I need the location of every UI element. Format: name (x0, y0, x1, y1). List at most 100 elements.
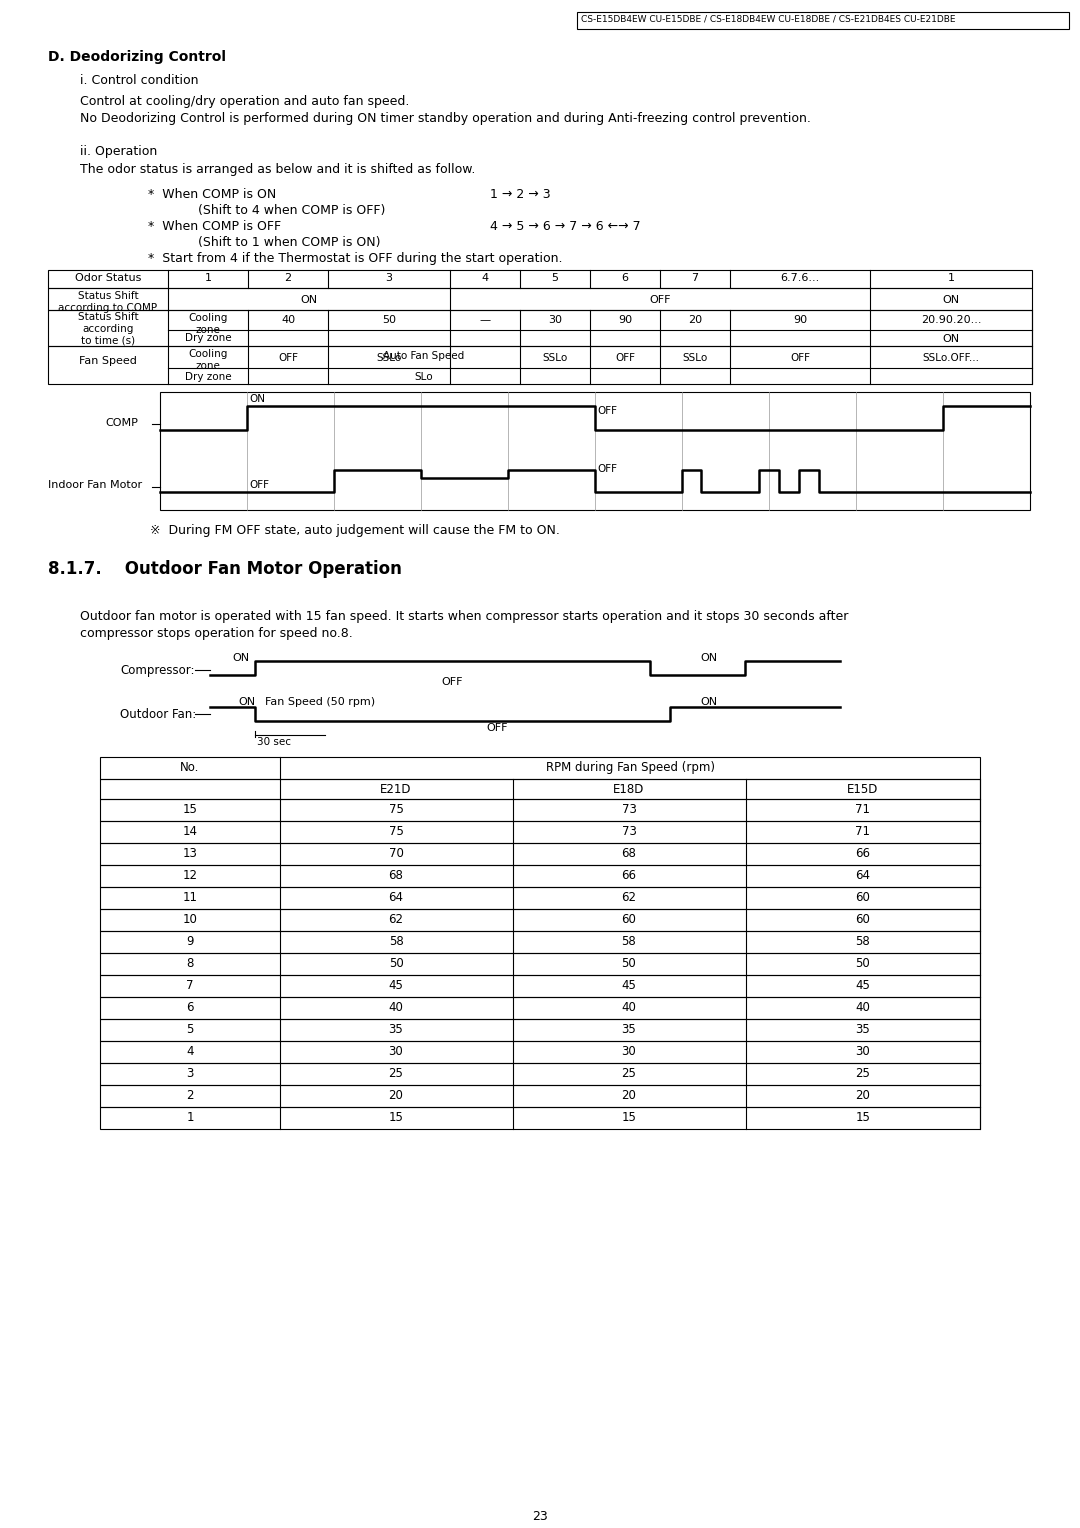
Text: OFF: OFF (615, 353, 635, 364)
Text: 30: 30 (622, 1045, 636, 1057)
Bar (100, 953, 980, 975)
Text: 75: 75 (389, 825, 404, 837)
Bar (100, 756, 980, 779)
Text: ON: ON (700, 697, 717, 707)
Bar (100, 1063, 980, 1085)
Bar (160, 393, 1030, 510)
Text: 60: 60 (622, 914, 636, 926)
Text: Compressor:: Compressor: (120, 665, 194, 677)
Text: 15: 15 (855, 1111, 870, 1125)
Text: compressor stops operation for speed no.8.: compressor stops operation for speed no.… (80, 626, 353, 640)
Text: 7: 7 (691, 274, 699, 283)
Text: 40: 40 (389, 1001, 404, 1015)
Text: 64: 64 (389, 891, 404, 905)
Text: 6: 6 (186, 1001, 193, 1015)
Text: 3: 3 (386, 274, 392, 283)
Text: 50: 50 (382, 315, 396, 325)
Text: 25: 25 (855, 1067, 870, 1080)
Text: E18D: E18D (613, 782, 645, 796)
Text: *  Start from 4 if the Thermostat is OFF during the start operation.: * Start from 4 if the Thermostat is OFF … (148, 252, 563, 264)
Text: No.: No. (180, 761, 200, 775)
Text: SSLo.OFF...: SSLo.OFF... (922, 353, 980, 364)
Text: SSLo: SSLo (683, 353, 707, 364)
Text: 12: 12 (183, 869, 198, 882)
Text: 7: 7 (186, 979, 193, 992)
Text: ON: ON (232, 652, 249, 663)
Text: 58: 58 (389, 935, 403, 947)
Text: 35: 35 (622, 1024, 636, 1036)
Text: 40: 40 (855, 1001, 870, 1015)
Text: 50: 50 (389, 957, 403, 970)
Text: 10: 10 (183, 914, 198, 926)
Bar (100, 909, 980, 931)
Text: Auto Fan Speed: Auto Fan Speed (383, 351, 464, 361)
Text: ※  During FM OFF state, auto judgement will cause the FM to ON.: ※ During FM OFF state, auto judgement wi… (150, 524, 559, 536)
Text: (Shift to 1 when COMP is ON): (Shift to 1 when COMP is ON) (198, 235, 380, 249)
Bar (48, 345, 1032, 384)
Text: 20: 20 (855, 1089, 870, 1102)
Text: 71: 71 (855, 825, 870, 837)
Text: i. Control condition: i. Control condition (80, 73, 199, 87)
Text: Fan Speed: Fan Speed (79, 356, 137, 367)
Text: 60: 60 (855, 891, 870, 905)
Text: 71: 71 (855, 804, 870, 816)
Text: Dry zone: Dry zone (185, 371, 231, 382)
Text: 66: 66 (855, 847, 870, 860)
Text: 40: 40 (622, 1001, 636, 1015)
Text: 1: 1 (186, 1111, 193, 1125)
Text: 11: 11 (183, 891, 198, 905)
Text: 6.7.6...: 6.7.6... (781, 274, 820, 283)
Text: Control at cooling/dry operation and auto fan speed.: Control at cooling/dry operation and aut… (80, 95, 409, 108)
Text: D. Deodorizing Control: D. Deodorizing Control (48, 50, 226, 64)
Text: 5: 5 (552, 274, 558, 283)
Text: 4: 4 (186, 1045, 193, 1057)
Bar (100, 1085, 980, 1106)
Text: 58: 58 (622, 935, 636, 947)
Text: The odor status is arranged as below and it is shifted as follow.: The odor status is arranged as below and… (80, 163, 475, 176)
Bar (100, 931, 980, 953)
Bar (100, 975, 980, 996)
Text: 35: 35 (389, 1024, 403, 1036)
Bar (100, 865, 980, 886)
Text: OFF: OFF (597, 465, 617, 474)
Text: OFF: OFF (597, 406, 617, 416)
Text: 8.1.7.    Outdoor Fan Motor Operation: 8.1.7. Outdoor Fan Motor Operation (48, 559, 402, 578)
Text: CS-E15DB4EW CU-E15DBE / CS-E18DB4EW CU-E18DBE / CS-E21DB4ES CU-E21DBE: CS-E15DB4EW CU-E15DBE / CS-E18DB4EW CU-E… (581, 14, 956, 23)
Text: 75: 75 (389, 804, 404, 816)
Text: 23: 23 (532, 1510, 548, 1523)
Text: 90: 90 (618, 315, 632, 325)
Text: 30: 30 (389, 1045, 403, 1057)
Bar (100, 821, 980, 843)
Text: 66: 66 (621, 869, 636, 882)
Text: 70: 70 (389, 847, 404, 860)
Text: Cooling
zone: Cooling zone (188, 348, 228, 371)
Text: *  When COMP is ON: * When COMP is ON (148, 188, 276, 202)
Text: 45: 45 (389, 979, 404, 992)
Text: 64: 64 (855, 869, 870, 882)
Text: 15: 15 (389, 1111, 404, 1125)
Text: 6: 6 (621, 274, 629, 283)
Text: 4: 4 (482, 274, 488, 283)
Text: 62: 62 (389, 914, 404, 926)
Text: E21D: E21D (380, 782, 411, 796)
Text: E15D: E15D (848, 782, 879, 796)
Text: Dry zone: Dry zone (185, 333, 231, 342)
Text: 50: 50 (622, 957, 636, 970)
Text: —: — (480, 315, 490, 325)
Text: 20: 20 (688, 315, 702, 325)
Bar (48, 310, 1032, 345)
Bar (48, 270, 1032, 287)
Bar (100, 886, 980, 909)
Text: ON: ON (238, 697, 255, 707)
Text: 2: 2 (186, 1089, 193, 1102)
Text: 90: 90 (793, 315, 807, 325)
Bar (48, 287, 1032, 310)
Text: RPM during Fan Speed (rpm): RPM during Fan Speed (rpm) (545, 761, 715, 775)
Text: 25: 25 (622, 1067, 636, 1080)
Text: Outdoor fan motor is operated with 15 fan speed. It starts when compressor start: Outdoor fan motor is operated with 15 fa… (80, 610, 849, 623)
Text: 50: 50 (855, 957, 870, 970)
Text: 1: 1 (204, 274, 212, 283)
Bar (100, 779, 980, 799)
Text: OFF: OFF (649, 295, 671, 306)
Text: SLo: SLo (415, 371, 433, 382)
